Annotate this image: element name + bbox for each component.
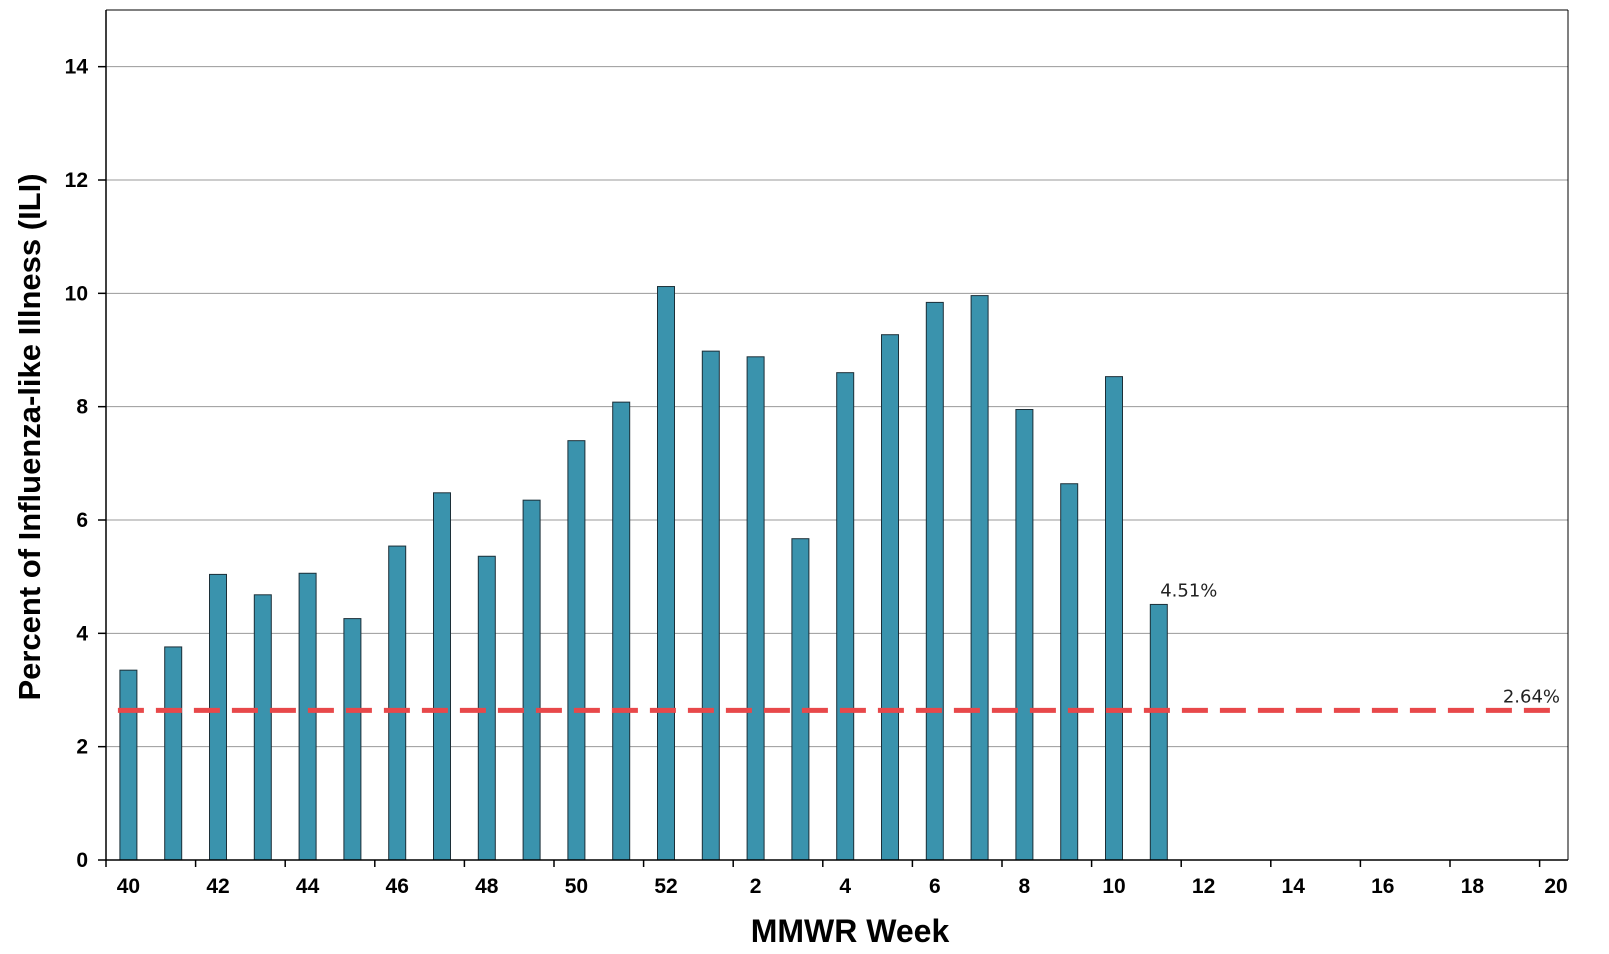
x-tick-label: 16 — [1371, 875, 1394, 898]
bar — [701, 350, 720, 861]
x-tick-label: 46 — [386, 875, 409, 898]
y-tick-label: 14 — [65, 56, 89, 79]
bar — [433, 492, 451, 861]
x-tick-label: 50 — [565, 875, 588, 898]
bar — [791, 538, 810, 861]
y-tick-label: 10 — [65, 282, 88, 305]
bar — [836, 372, 855, 861]
x-tick-label: 52 — [654, 875, 677, 898]
bar — [925, 301, 944, 861]
bar — [388, 545, 407, 861]
data-labels: 4.51% — [1160, 580, 1217, 601]
bar — [209, 573, 227, 861]
x-tick-label: 14 — [1282, 875, 1306, 898]
x-tick-label: 10 — [1102, 875, 1125, 898]
x-tick-label: 8 — [1019, 875, 1031, 898]
bar — [343, 618, 362, 861]
baseline-line: 2.64% — [117, 686, 1560, 713]
bar — [1105, 376, 1123, 861]
x-tick-label: 12 — [1192, 875, 1215, 898]
bar-value-label: 4.51% — [1160, 580, 1217, 601]
bar — [1060, 483, 1079, 861]
x-axis-title: MMWR Week — [751, 913, 950, 949]
y-tick-label: 2 — [76, 736, 88, 759]
x-tick-label: 48 — [475, 875, 499, 898]
x-tick-label: 6 — [929, 875, 941, 898]
y-tick-label: 4 — [76, 622, 88, 645]
bar — [881, 334, 899, 861]
bar — [657, 286, 675, 861]
y-tick-label: 6 — [76, 509, 88, 532]
x-tick-label: 18 — [1461, 875, 1485, 898]
bar — [970, 295, 989, 861]
bars — [119, 286, 1168, 861]
bar — [253, 594, 272, 861]
x-tick-label: 2 — [750, 875, 762, 898]
x-tick-label: 40 — [117, 875, 140, 898]
y-tick-labels: 0 2 4 6 8 10 12 14 — [65, 56, 89, 872]
bar — [1149, 603, 1168, 861]
bar — [1015, 409, 1034, 861]
bar — [164, 646, 183, 861]
x-tick-label: 4 — [839, 875, 851, 898]
y-axis-title: Percent of Influenza-like Illness (ILI) — [12, 173, 47, 700]
y-tick-label: 12 — [65, 169, 88, 192]
bar — [612, 401, 631, 861]
bar — [522, 499, 541, 861]
bar — [298, 572, 317, 861]
bar — [119, 669, 138, 861]
x-tick-label: 44 — [296, 875, 320, 898]
bar — [746, 356, 765, 861]
axes — [98, 9, 1569, 867]
bar — [567, 440, 586, 861]
x-tick-label: 20 — [1544, 875, 1567, 898]
y-tick-label: 0 — [76, 849, 88, 872]
y-tick-label: 8 — [76, 396, 88, 419]
baseline-label: 2.64% — [1503, 686, 1560, 707]
x-tick-labels: 40 42 44 46 48 50 52 2 4 6 8 10 12 14 16 18 20 — [117, 875, 1568, 898]
x-tick-label: 42 — [206, 875, 229, 898]
